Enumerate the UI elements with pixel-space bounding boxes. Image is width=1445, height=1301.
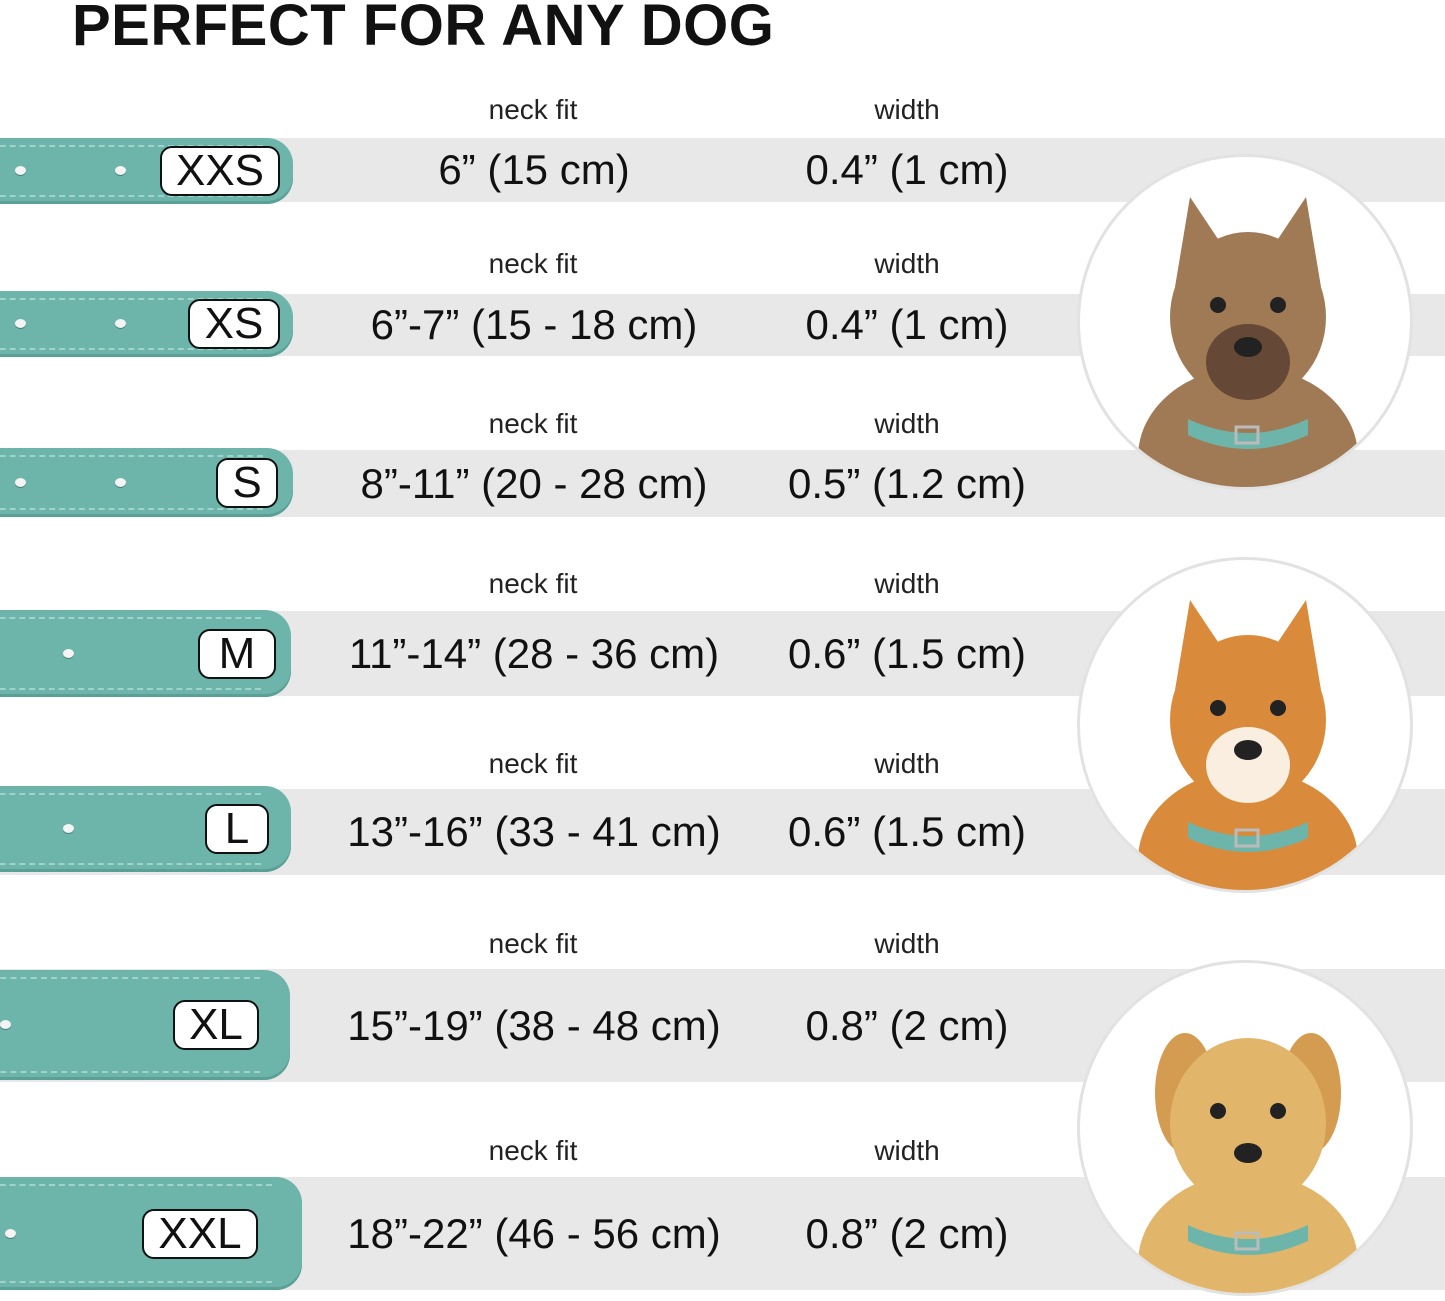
dog-photo-0 [1138, 197, 1358, 487]
dog-photo-circle [1077, 154, 1413, 490]
neck-fit-value: 11”-14” (28 - 36 cm) [348, 629, 720, 677]
collar-stitching [0, 508, 263, 510]
collar-illustration: S [0, 448, 293, 517]
collar-stitching [0, 145, 263, 147]
size-badge: M [198, 628, 276, 679]
collar-hole [0, 1020, 11, 1029]
width-value: 0.6” (1.5 cm) [787, 629, 1027, 677]
collar-illustration: XXS [0, 138, 293, 204]
neck-fit-label: neck fit [488, 568, 578, 599]
collar-stitching [0, 195, 263, 197]
collar-stitching [0, 863, 261, 865]
collar-hole [63, 648, 74, 658]
neck-fit-label: neck fit [488, 928, 578, 959]
collar-stitching [0, 617, 261, 619]
collar-stitching [0, 688, 261, 690]
width-label: width [874, 928, 940, 959]
collar-stitching [0, 793, 261, 795]
size-badge: XL [173, 1000, 259, 1050]
dog-photo-1 [1138, 600, 1358, 890]
collar-illustration: XXL [0, 1177, 302, 1290]
neck-fit-label: neck fit [488, 1135, 578, 1166]
collar-stitching [0, 1184, 272, 1186]
collar-hole [15, 319, 26, 328]
collar-illustration: L [0, 786, 291, 872]
size-badge: XXL [142, 1208, 258, 1259]
neck-fit-value: 18”-22” (46 - 56 cm) [347, 1209, 721, 1257]
collar-hole [115, 319, 126, 328]
collar-hole [15, 477, 26, 487]
dog-photo-circle [1077, 960, 1413, 1296]
collar-stitching [0, 455, 263, 457]
width-label: width [874, 248, 940, 279]
page-title: PERFECT FOR ANY DOG [72, 0, 775, 58]
size-badge: L [205, 804, 269, 854]
collar-hole [115, 166, 126, 175]
collar-stitching [0, 348, 263, 350]
neck-fit-label: neck fit [488, 94, 578, 125]
collar-stitching [0, 298, 263, 300]
width-label: width [874, 94, 940, 125]
size-badge: XXS [160, 146, 280, 196]
neck-fit-value: 8”-11” (20 - 28 cm) [360, 459, 708, 507]
neck-fit-label: neck fit [488, 408, 578, 439]
neck-fit-label: neck fit [488, 248, 578, 279]
dog-photo-2 [1138, 1033, 1358, 1293]
neck-fit-value: 15”-19” (38 - 48 cm) [347, 1001, 721, 1049]
width-value: 0.8” (2 cm) [805, 1209, 1009, 1257]
dog-photo-circle [1077, 557, 1413, 893]
width-value: 0.4” (1 cm) [805, 146, 1009, 193]
neck-fit-value: 6” (15 cm) [438, 146, 630, 193]
width-value: 0.5” (1.2 cm) [787, 459, 1027, 507]
neck-fit-value: 13”-16” (33 - 41 cm) [347, 808, 721, 855]
width-value: 0.4” (1 cm) [805, 301, 1009, 348]
collar-hole [5, 1228, 16, 1238]
collar-stitching [0, 1071, 260, 1073]
neck-fit-label: neck fit [488, 748, 578, 779]
width-value: 0.8” (2 cm) [805, 1001, 1009, 1049]
width-value: 0.6” (1.5 cm) [787, 808, 1027, 855]
width-label: width [874, 408, 940, 439]
collar-hole [115, 477, 126, 487]
width-label: width [874, 1135, 940, 1166]
size-badge: XS [188, 299, 280, 349]
collar-stitching [0, 1281, 272, 1283]
collar-hole [63, 824, 74, 833]
neck-fit-value: 6”-7” (15 - 18 cm) [370, 301, 698, 348]
collar-illustration: M [0, 610, 291, 697]
width-label: width [874, 568, 940, 599]
collar-illustration: XL [0, 970, 290, 1080]
width-label: width [874, 748, 940, 779]
collar-hole [15, 166, 26, 175]
size-badge: S [216, 457, 278, 508]
collar-illustration: XS [0, 291, 293, 357]
collar-stitching [0, 977, 260, 979]
